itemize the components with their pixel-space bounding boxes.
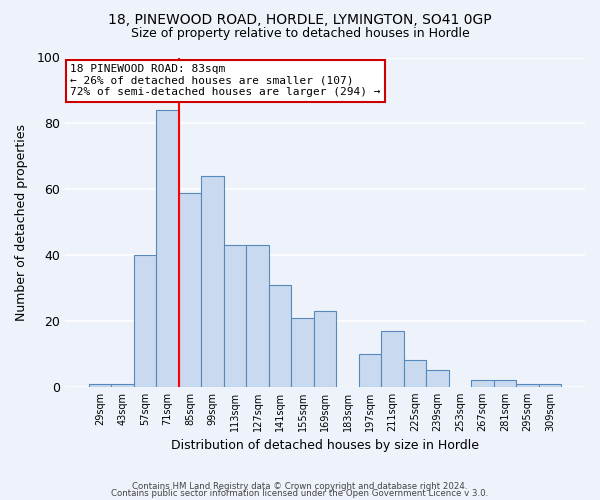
Bar [269, 284, 291, 387]
Text: Size of property relative to detached houses in Hordle: Size of property relative to detached ho… [131, 28, 469, 40]
Bar [382, 331, 404, 387]
Bar [494, 380, 517, 387]
Bar [517, 384, 539, 387]
Bar [314, 311, 336, 387]
Bar [89, 384, 111, 387]
Bar [134, 255, 156, 387]
Bar [359, 354, 382, 387]
Text: 18 PINEWOOD ROAD: 83sqm
← 26% of detached houses are smaller (107)
72% of semi-d: 18 PINEWOOD ROAD: 83sqm ← 26% of detache… [70, 64, 381, 98]
Bar [111, 384, 134, 387]
Bar [539, 384, 562, 387]
Bar [404, 360, 427, 387]
Bar [179, 192, 201, 387]
Bar [291, 318, 314, 387]
Bar [472, 380, 494, 387]
Bar [224, 245, 246, 387]
X-axis label: Distribution of detached houses by size in Hordle: Distribution of detached houses by size … [171, 440, 479, 452]
Bar [246, 245, 269, 387]
Bar [156, 110, 179, 387]
Text: Contains HM Land Registry data © Crown copyright and database right 2024.: Contains HM Land Registry data © Crown c… [132, 482, 468, 491]
Y-axis label: Number of detached properties: Number of detached properties [15, 124, 28, 320]
Text: Contains public sector information licensed under the Open Government Licence v : Contains public sector information licen… [112, 490, 488, 498]
Bar [427, 370, 449, 387]
Bar [201, 176, 224, 387]
Text: 18, PINEWOOD ROAD, HORDLE, LYMINGTON, SO41 0GP: 18, PINEWOOD ROAD, HORDLE, LYMINGTON, SO… [108, 12, 492, 26]
